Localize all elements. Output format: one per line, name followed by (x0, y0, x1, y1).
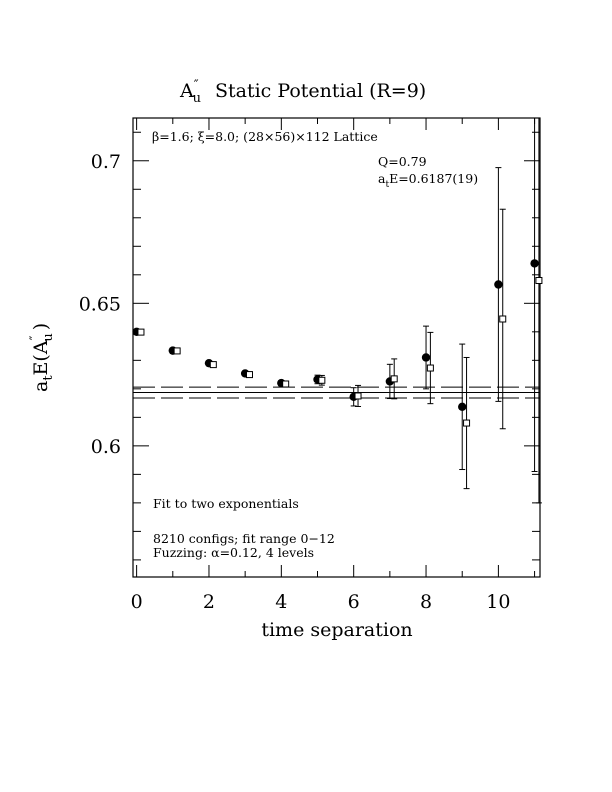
y-tick-label: 0.6 (91, 436, 121, 458)
x-tick-label: 8 (420, 591, 432, 613)
data-point-square (390, 375, 398, 383)
data-point-circle (458, 402, 467, 411)
fit-energy-a: a (378, 171, 386, 186)
title-superscript: ″ (194, 78, 199, 93)
y-label-a: a (30, 381, 52, 392)
title-text: Static Potential (R=9) (215, 80, 426, 102)
data-marks (132, 118, 543, 504)
data-point-square (245, 371, 253, 379)
lattice-label: β=1.6; ξ=8.0; (28×56)×112 Lattice (152, 129, 378, 144)
x-tick-label: 6 (348, 591, 360, 613)
fit-energy-label: atE=0.6187(19) (378, 171, 478, 190)
y-label-t: t (41, 375, 56, 381)
title-symbol: A (179, 80, 194, 102)
data-point-square (354, 392, 362, 400)
fit-q-label: Q=0.79 (378, 154, 427, 169)
data-point-square (535, 277, 543, 285)
data-point-square (282, 380, 290, 388)
x-tick-label: 4 (275, 591, 287, 613)
fit-band (133, 386, 540, 399)
data-point-square (499, 315, 507, 323)
chart-title: A″ u Static Potential (R=9) (179, 78, 426, 106)
data-point-square (209, 361, 217, 369)
data-point-square (463, 419, 471, 427)
data-point-circle (421, 353, 431, 362)
data-point-circle (530, 259, 539, 268)
configs-label: 8210 configs; fit range 0−12 (153, 531, 335, 546)
fuzzing-label: Fuzzing: α=0.12, 4 levels (153, 545, 314, 560)
data-point-square (137, 328, 145, 336)
data-point-square (173, 347, 181, 355)
x-axis-label: time separation (261, 619, 412, 641)
data-point-square (318, 376, 326, 384)
y-tick-label: 0.7 (91, 151, 121, 173)
y-label-E: E(A (30, 340, 52, 375)
y-label-prime: ″ (28, 335, 43, 340)
y-axis-label: atE(A″u) (28, 323, 56, 392)
y-label-close: ) (30, 323, 52, 330)
plot-frame (132, 117, 541, 578)
y-tick-label: 0.65 (79, 293, 121, 315)
data-point-square (426, 364, 434, 372)
y-label-u: u (41, 333, 56, 341)
data-point-circle (494, 280, 503, 289)
x-tick-label: 0 (131, 591, 143, 613)
fit-energy-rest: E=0.6187(19) (389, 171, 478, 186)
title-subscript: u (193, 91, 201, 106)
fit-type-label: Fit to two exponentials (153, 496, 299, 511)
axes: 0 2 4 6 8 10 0.6 0.65 0.7 (79, 118, 540, 613)
x-tick-label: 2 (203, 591, 215, 613)
fit-energy-t: t (385, 180, 389, 190)
x-tick-label: 10 (486, 591, 510, 613)
